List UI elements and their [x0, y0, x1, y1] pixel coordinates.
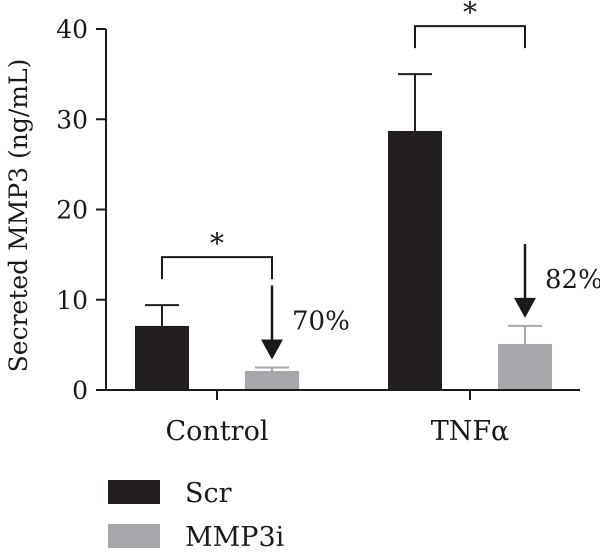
y-tick-label: 10 — [56, 286, 88, 315]
reduction-arrow-head — [514, 297, 536, 318]
bar-scr-0 — [135, 325, 189, 390]
significance-bracket — [414, 25, 526, 49]
bars-group — [135, 73, 552, 391]
legend-swatch-scr — [108, 480, 160, 504]
legend-label-scr: Scr — [185, 478, 232, 509]
annotations-group: * 70% * 82% — [161, 0, 600, 360]
bar-mmp3i-0 — [245, 371, 299, 390]
x-tick-label: Control — [166, 416, 269, 447]
bar-scr-1 — [388, 130, 442, 391]
bar-mmp3i-1 — [498, 343, 552, 390]
significance-star: * — [210, 227, 224, 260]
significance-bracket — [161, 256, 273, 280]
x-axis-ticks: Control TNFα — [166, 390, 510, 447]
y-tick-label: 0 — [72, 376, 88, 405]
legend-swatch-mmp3i — [108, 524, 160, 548]
reduction-arrow-head — [261, 339, 283, 360]
legend: Scr MMP3i — [108, 478, 285, 553]
x-tick-label: TNFα — [431, 416, 510, 447]
y-tick-label: 20 — [56, 196, 88, 225]
y-tick-label: 30 — [56, 105, 88, 134]
reduction-label: 70% — [292, 306, 350, 336]
reduction-label: 82% — [545, 265, 600, 295]
significance-star: * — [463, 0, 477, 29]
y-axis-label: Secreted MMP3 (ng/mL) — [4, 59, 33, 373]
y-tick-label: 40 — [56, 15, 88, 44]
y-axis-ticks: 0 10 20 30 40 — [56, 15, 106, 405]
legend-label-mmp3i: MMP3i — [185, 522, 285, 553]
